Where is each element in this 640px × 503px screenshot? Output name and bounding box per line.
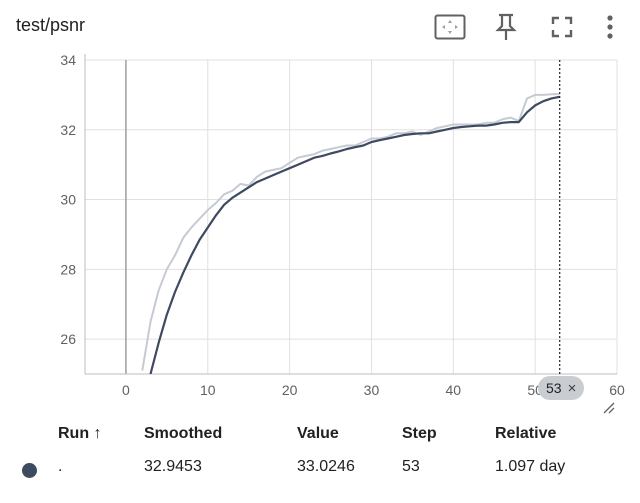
column-header-run[interactable]: Run ↑ [58, 425, 102, 442]
step-marker-badge[interactable]: 53 × [538, 376, 585, 400]
x-tick-label: 40 [446, 382, 462, 398]
cell-value: 33.0246 [297, 458, 355, 475]
cell-relative: 1.097 day [495, 458, 566, 475]
x-tick-label: 60 [609, 382, 625, 398]
column-header-smoothed[interactable]: Smoothed [144, 425, 223, 442]
y-tick-label: 26 [60, 331, 76, 347]
line-chart[interactable]: 26 28 30 32 34 0 10 20 30 40 50 60 [0, 52, 640, 412]
y-tick-label: 28 [60, 261, 76, 277]
fullscreen-icon [551, 16, 573, 38]
data-table: Run ↑ Smoothed Value Step Relative . 32.… [0, 420, 640, 484]
more-options-button[interactable] [590, 10, 630, 44]
series-line-raw [141, 93, 560, 371]
pin-button[interactable] [478, 10, 534, 44]
card-toolbar [422, 10, 630, 44]
more-vert-icon [607, 15, 613, 39]
card-header: test/psnr [0, 0, 640, 52]
step-marker-value: 53 [546, 380, 562, 396]
fullscreen-button[interactable] [534, 10, 590, 44]
cell-step: 53 [402, 458, 420, 475]
y-tick-label: 32 [60, 122, 76, 138]
resize-handle-icon[interactable] [603, 402, 615, 414]
fit-domain-button[interactable] [422, 10, 478, 44]
x-tick-label: 20 [282, 382, 298, 398]
table-row: . 32.9453 33.0246 53 1.097 day [0, 453, 640, 485]
fit-domain-icon [434, 14, 466, 40]
y-tick-label: 30 [60, 192, 76, 208]
x-tick-label: 10 [200, 382, 216, 398]
cell-smoothed: 32.9453 [144, 458, 202, 475]
card-title: test/psnr [16, 15, 86, 35]
pin-icon [495, 13, 517, 40]
cell-run: . [58, 458, 63, 475]
series-line-smoothed [149, 95, 560, 374]
table-header: Run ↑ Smoothed Value Step Relative [0, 420, 640, 452]
y-tick-label: 34 [60, 52, 76, 68]
column-header-step[interactable]: Step [402, 425, 437, 442]
x-tick-label: 30 [364, 382, 380, 398]
column-header-relative[interactable]: Relative [495, 425, 557, 442]
run-color-dot [22, 463, 37, 478]
column-header-value[interactable]: Value [297, 425, 339, 442]
close-icon[interactable]: × [567, 379, 577, 397]
x-tick-label: 0 [122, 382, 130, 398]
